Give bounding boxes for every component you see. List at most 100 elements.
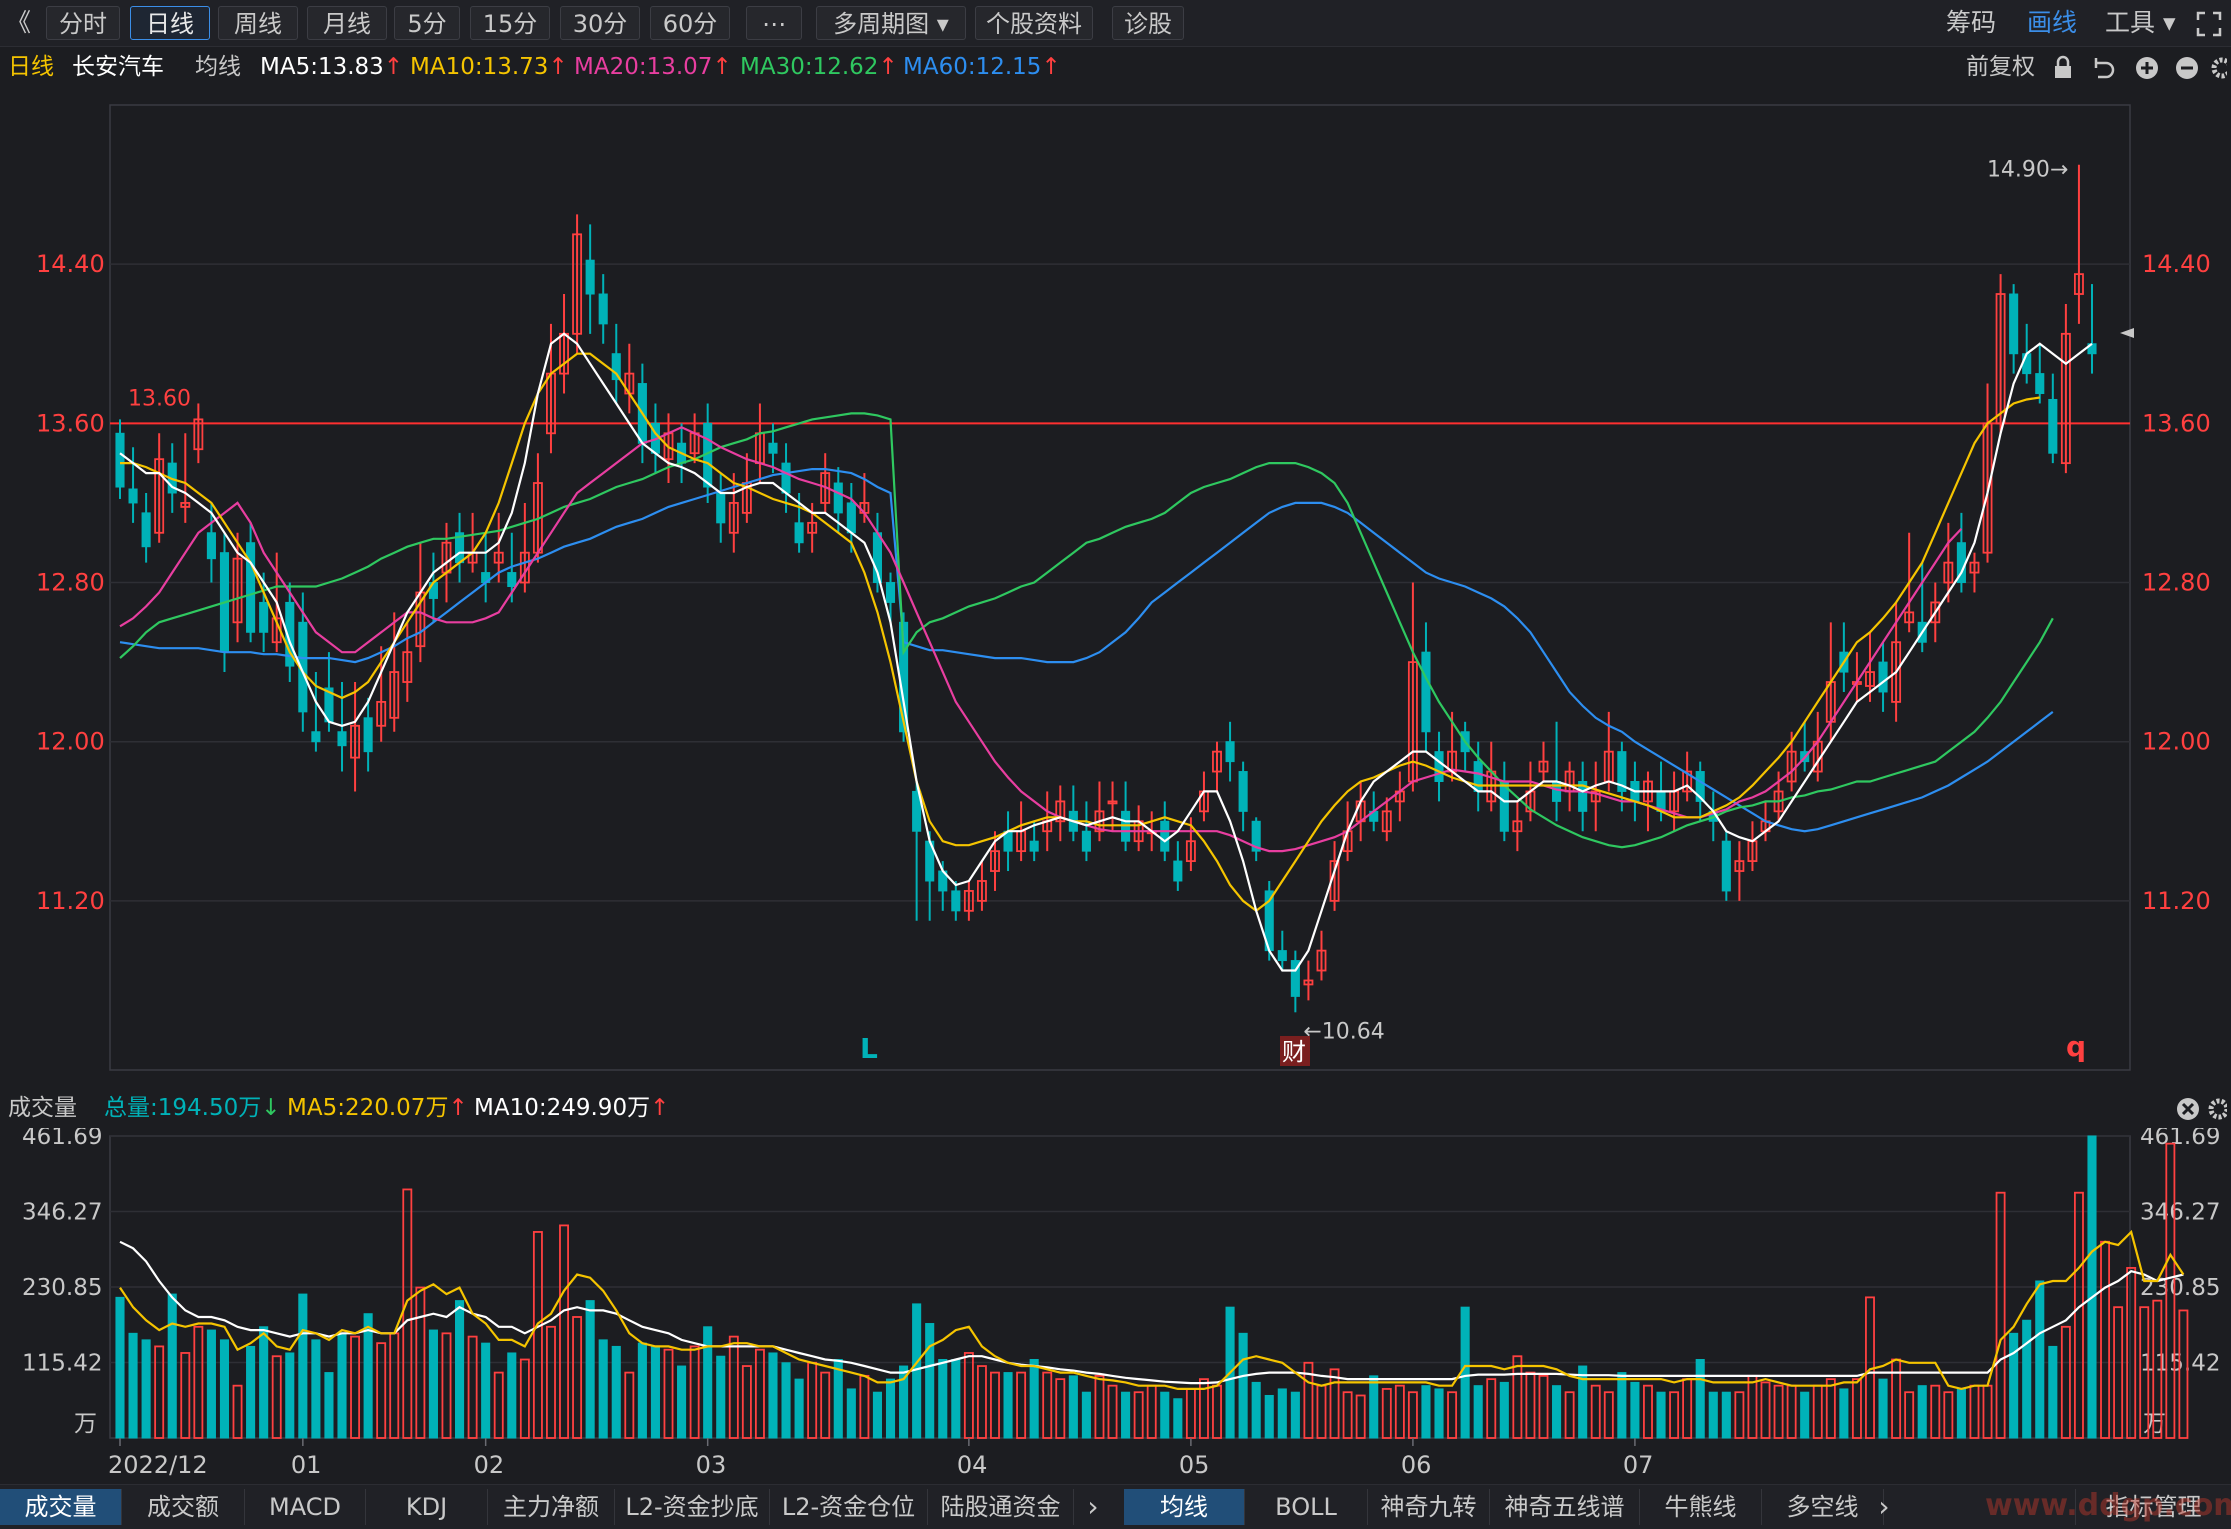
volume-bar (768, 1352, 778, 1439)
period-button-4[interactable]: 5分 (394, 6, 460, 40)
candle-body (781, 462, 791, 494)
indicator-tab-6[interactable]: L2-资金仓位 (770, 1489, 928, 1525)
lock-icon[interactable] (2055, 55, 2071, 78)
candle-body (716, 492, 726, 524)
volume-bar (1630, 1381, 1640, 1439)
period-button-0[interactable]: 分时 (46, 6, 120, 40)
volume-bar (1682, 1378, 1693, 1439)
candle-body (807, 521, 818, 534)
candle-body (611, 353, 621, 381)
ma5-value: MA5:13.83↑ (260, 54, 404, 80)
volume-bar (2009, 1332, 2019, 1439)
settings-icon[interactable] (2211, 57, 2227, 79)
scroll-tabs-right-icon[interactable]: › (1087, 1490, 1099, 1523)
volume-bar (925, 1323, 935, 1439)
zoom-in-icon[interactable] (2136, 57, 2158, 79)
overlay-tab-2[interactable]: 神奇九转 (1368, 1489, 1490, 1525)
indicator-tab-7[interactable]: 陆股通资金 (928, 1489, 1074, 1525)
volume-bar (1930, 1384, 1941, 1439)
volume-bar (1590, 1384, 1601, 1439)
reference-price-label: 13.60 (128, 386, 191, 411)
volume-title[interactable]: 成交量 (8, 1095, 77, 1121)
financial-marker: 财 (1282, 1038, 1306, 1066)
indicator-tab-3[interactable]: KDJ (366, 1489, 488, 1525)
volume-bar (859, 1374, 870, 1439)
indicator-tab-4[interactable]: 主力净额 (488, 1489, 615, 1525)
indicator-tab-1[interactable]: 成交额 (122, 1489, 245, 1525)
ma10-line (120, 352, 2040, 913)
indicator-tab-5[interactable]: L2-资金抄底 (615, 1489, 770, 1525)
volume-bar (271, 1355, 282, 1439)
candle-body (794, 522, 804, 544)
undo-icon[interactable] (2094, 58, 2115, 79)
price-plot-frame (109, 104, 2131, 1071)
volume-bar (1538, 1374, 1549, 1439)
period-button-9[interactable]: 多周期图 ▾ (816, 6, 966, 40)
volume-bar (1016, 1371, 1027, 1439)
period-button-6[interactable]: 30分 (560, 6, 640, 40)
volume-bar (2165, 1142, 2176, 1439)
price-chart[interactable]: 14.40 14.40 13.60 13.60 12.80 12.80 12.00 12.00… (0, 88, 2231, 1088)
period-button-8[interactable]: ⋯ (746, 6, 802, 40)
volume-bar (232, 1384, 243, 1439)
tools-menu[interactable]: 工具 ▾ (2105, 8, 2176, 37)
volume-bar (311, 1339, 321, 1439)
scroll-tabs-right-icon-2[interactable]: › (1878, 1490, 1890, 1523)
indicator-tab-0[interactable]: 成交量 (0, 1489, 122, 1525)
volume-bar (1969, 1384, 1980, 1439)
volume-bar (951, 1359, 961, 1439)
volume-bar (532, 1231, 543, 1439)
close-icon[interactable] (2177, 1098, 2199, 1120)
indicator-tab-2[interactable]: MACD (245, 1489, 366, 1525)
volume-bar (1198, 1378, 1209, 1439)
overlay-tab-5[interactable]: 多空线 (1762, 1489, 1884, 1525)
volume-bar (128, 1332, 138, 1439)
x-axis-label: 05 (1179, 1451, 1210, 1479)
period-button-10[interactable]: 个股资料 (975, 6, 1093, 40)
overlay-tab-3[interactable]: 神奇五线谱 (1490, 1489, 1640, 1525)
volume-bar (1460, 1306, 1470, 1439)
candle-body (350, 724, 361, 759)
overlay-tab-4[interactable]: 牛熊线 (1640, 1489, 1762, 1525)
ma-label[interactable]: 均线 (195, 54, 241, 80)
period-button-5[interactable]: 15分 (470, 6, 550, 40)
candle-body (963, 890, 974, 912)
volume-bar (324, 1372, 334, 1439)
candle-body (2073, 273, 2084, 295)
period-button-2[interactable]: 周线 (218, 6, 298, 40)
indicator-manage-button[interactable]: 指标管理 (2075, 1489, 2231, 1525)
candle-body (1225, 741, 1235, 763)
volume-bar (1055, 1378, 1066, 1439)
back-icon[interactable]: 《 (6, 8, 32, 37)
overlay-tab-1[interactable]: BOLL (1245, 1489, 1368, 1525)
candle-body (2048, 398, 2058, 454)
settings-icon[interactable] (2208, 1098, 2227, 1120)
period-button-7[interactable]: 60分 (650, 6, 730, 40)
candle-body (376, 701, 387, 727)
volume-bar (716, 1355, 726, 1439)
volume-bar (611, 1345, 621, 1439)
overlay-tab-0[interactable]: 均线 (1124, 1489, 1245, 1525)
chips-button[interactable]: 筹码 (1946, 8, 1997, 37)
volume-bar (872, 1391, 883, 1439)
fullscreen-icon[interactable] (2196, 11, 2222, 37)
period-button-11[interactable]: 诊股 (1112, 6, 1184, 40)
zoom-out-icon[interactable] (2176, 57, 2198, 79)
draw-line-button[interactable]: 画线 (2027, 8, 2078, 37)
ma30-value: MA30:12.62↑ (740, 54, 898, 80)
volume-axis-label-left: 461.69 (22, 1128, 102, 1150)
volume-bar (1381, 1388, 1392, 1439)
volume-bar (1303, 1361, 1314, 1439)
adjust-mode[interactable]: 前复权 (1966, 54, 2035, 80)
candle-body (128, 488, 138, 504)
volume-bar (376, 1342, 387, 1439)
x-axis-label: 02 (474, 1451, 505, 1479)
period-button-1[interactable]: 日线 (130, 6, 210, 40)
candle-body (1578, 780, 1588, 812)
period-button-3[interactable]: 月线 (307, 6, 387, 40)
volume-bar (1107, 1384, 1118, 1439)
volume-unit-right: 万 (2143, 1411, 2166, 1437)
volume-bar (1173, 1398, 1183, 1439)
stock-name[interactable]: 长安汽车 (72, 54, 164, 80)
